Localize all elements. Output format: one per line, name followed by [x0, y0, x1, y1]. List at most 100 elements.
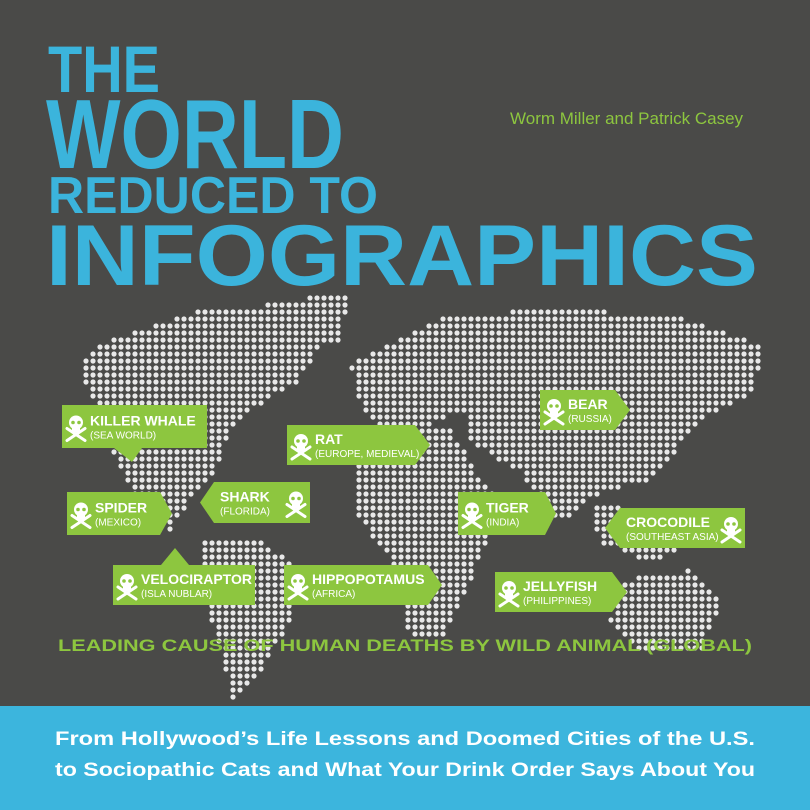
map-dot: [615, 337, 621, 343]
map-dot: [615, 449, 621, 455]
map-dot: [699, 610, 705, 616]
map-dot: [167, 351, 173, 357]
map-dot: [377, 400, 383, 406]
animal-name: HIPPOPOTAMUS: [312, 571, 425, 587]
map-dot: [636, 603, 642, 609]
map-dot: [580, 477, 586, 483]
map-dot: [216, 323, 222, 329]
map-dot: [454, 358, 460, 364]
map-dot: [748, 344, 754, 350]
map-dot: [573, 344, 579, 350]
map-dot: [678, 435, 684, 441]
map-dot: [503, 428, 509, 434]
map-dot: [517, 344, 523, 350]
map-dot: [440, 477, 446, 483]
map-dot: [636, 589, 642, 595]
map-dot: [370, 484, 376, 490]
map-dot: [111, 351, 117, 357]
map-dot: [594, 344, 600, 350]
map-dot: [230, 400, 236, 406]
skull-jaw: [505, 593, 513, 598]
map-dot: [160, 470, 166, 476]
map-dot: [223, 617, 229, 623]
map-dot: [419, 428, 425, 434]
map-dot: [517, 386, 523, 392]
map-dot: [475, 540, 481, 546]
map-dot: [524, 449, 530, 455]
skull-head: [69, 415, 83, 430]
map-dot: [202, 372, 208, 378]
map-dot: [657, 344, 663, 350]
map-dot: [699, 330, 705, 336]
map-dot: [538, 337, 544, 343]
map-dot: [216, 456, 222, 462]
map-dot: [636, 393, 642, 399]
map-dot: [244, 540, 250, 546]
map-dot: [664, 316, 670, 322]
skull-head: [294, 434, 308, 448]
map-dot: [538, 470, 544, 476]
map-dot: [685, 421, 691, 427]
map-dot: [230, 309, 236, 315]
map-dot: [111, 449, 117, 455]
map-dot: [461, 484, 467, 490]
map-dot: [601, 533, 607, 539]
map-dot: [650, 470, 656, 476]
map-dot: [643, 575, 649, 581]
map-dot: [167, 344, 173, 350]
map-dot: [412, 414, 418, 420]
map-dot: [118, 351, 124, 357]
map-dot: [447, 540, 453, 546]
map-dot: [433, 379, 439, 385]
map-dot: [454, 540, 460, 546]
map-dot: [321, 309, 327, 315]
map-dot: [356, 477, 362, 483]
map-dot: [524, 372, 530, 378]
map-dot: [195, 463, 201, 469]
map-dot: [496, 407, 502, 413]
map-dot: [293, 365, 299, 371]
map-dot: [125, 477, 131, 483]
map-dot: [741, 393, 747, 399]
map-dot: [461, 351, 467, 357]
skull-eye: [76, 507, 80, 512]
map-dot: [475, 358, 481, 364]
map-dot: [433, 603, 439, 609]
map-dot: [629, 379, 635, 385]
map-dot: [699, 582, 705, 588]
map-dot: [636, 414, 642, 420]
map-dot: [279, 554, 285, 560]
map-dot: [433, 498, 439, 504]
animal-name: BEAR: [568, 396, 608, 412]
map-dot: [552, 309, 558, 315]
map-dot: [83, 358, 89, 364]
map-dot: [517, 393, 523, 399]
map-dot: [125, 386, 131, 392]
map-dot: [370, 372, 376, 378]
map-dot: [230, 638, 236, 644]
map-dot: [237, 379, 243, 385]
map-dot: [510, 428, 516, 434]
map-dot: [748, 365, 754, 371]
map-dot: [685, 428, 691, 434]
map-dot: [174, 393, 180, 399]
map-dot: [559, 456, 565, 462]
map-dot: [636, 358, 642, 364]
map-dot: [314, 295, 320, 301]
skull-eye: [293, 579, 297, 583]
map-dot: [335, 302, 341, 308]
map-dot: [265, 638, 271, 644]
map-dot: [720, 358, 726, 364]
map-dot: [440, 505, 446, 511]
skull-eye: [732, 522, 736, 526]
map-dot: [244, 351, 250, 357]
map-dot: [461, 575, 467, 581]
map-dot: [384, 351, 390, 357]
map-dot: [412, 470, 418, 476]
map-dot: [622, 470, 628, 476]
map-dot: [307, 344, 313, 350]
map-dot: [615, 316, 621, 322]
map-dot: [251, 323, 257, 329]
map-dot: [363, 519, 369, 525]
map-dot: [629, 442, 635, 448]
